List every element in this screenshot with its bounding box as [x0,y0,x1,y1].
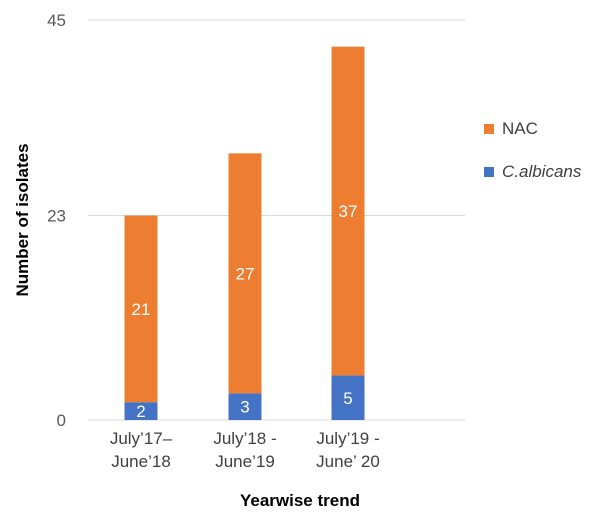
y-axis-title: Number of isolates [13,143,32,296]
legend-swatch-c-albicans [484,167,494,177]
data-label: 37 [339,202,358,221]
data-labels: 2 21 3 27 5 37 [132,202,358,421]
bar-c-albicans-0 [124,402,158,420]
x-tick-label: July’18 -June’19 [213,429,276,471]
legend-swatch-nac [484,124,494,134]
data-label: 3 [240,398,249,417]
x-axis-title: Yearwise trend [240,491,360,510]
legend-label-c-albicans: C.albicans [502,162,582,181]
data-label: 21 [132,300,151,319]
y-tick-label: 23 [47,207,66,226]
bar-nac-1 [228,153,262,394]
bar-nac-0 [124,215,158,403]
bars [124,46,365,420]
y-axis-ticks: 0 23 45 [47,11,66,430]
legend-label-nac: NAC [502,119,538,138]
x-tick-label: July’17– June’18 [110,429,173,471]
bar-nac-2 [331,46,365,376]
x-axis-ticks: July’17– June’18 July’18 -June’19 July’19 -… [110,429,380,471]
y-tick-label: 0 [57,411,66,430]
bar-c-albicans-2 [331,375,365,420]
y-tick-label: 45 [47,11,66,30]
data-label: 2 [136,402,145,421]
legend: NAC C.albicans [484,119,582,181]
data-label: 27 [236,264,255,283]
bar-c-albicans-1 [228,393,262,420]
x-tick-label: July’19 -June’ 20 [316,429,380,471]
data-label: 5 [343,389,352,408]
